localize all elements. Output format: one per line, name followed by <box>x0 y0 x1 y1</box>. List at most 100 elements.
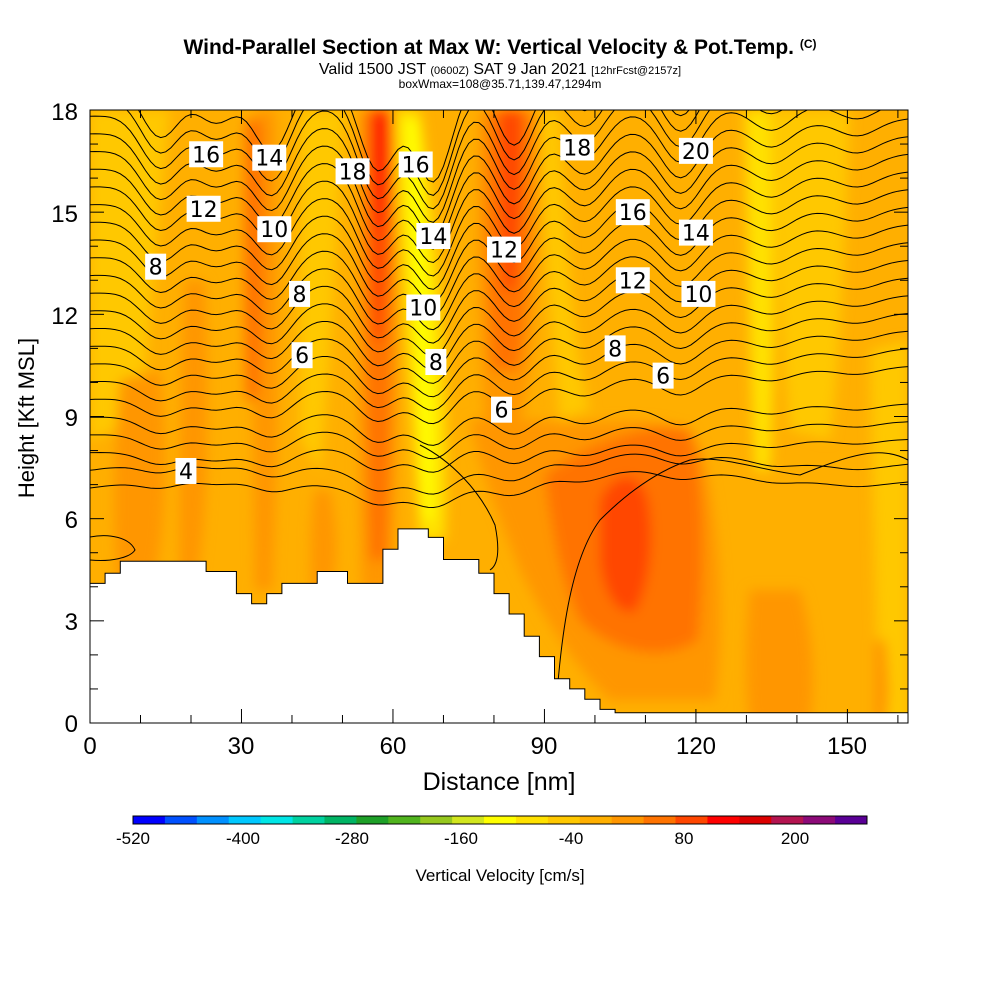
isentrope-line <box>90 439 908 473</box>
contour-label: 14 <box>678 219 713 247</box>
isentrope-line <box>90 348 908 411</box>
x-tick-label: 30 <box>228 733 255 760</box>
isentrope-line <box>90 471 908 509</box>
contour-label-text: 8 <box>293 283 307 308</box>
contour-label: 6 <box>652 362 674 390</box>
contour-label-text: 10 <box>684 283 712 308</box>
contour-label-text: 14 <box>419 225 447 250</box>
contour-label: 14 <box>416 223 451 250</box>
contour-label-text: 12 <box>190 198 218 223</box>
contour-label-text: 10 <box>409 297 437 322</box>
isentrope-line <box>90 224 908 317</box>
contour-label: 8 <box>289 280 311 308</box>
x-axis-label: Distance [nm] <box>423 768 576 796</box>
y-tick-label: 15 <box>51 201 78 228</box>
box-info: boxWmax=108@35.71,139.47,1294m <box>398 77 602 91</box>
contour-label-text: 16 <box>192 143 220 168</box>
x-tick-label: 120 <box>676 733 716 760</box>
isentrope-line <box>90 295 908 371</box>
colorbar-tick-labels: -520 -400 -280 -160 -40 80 200 <box>116 829 809 848</box>
contour-label-text: 4 <box>179 460 193 485</box>
colorbar-frame <box>132 815 868 825</box>
colorbar <box>132 815 868 825</box>
colorbar-swatch <box>164 816 198 824</box>
colorbar-swatch <box>675 816 708 824</box>
colorbar-swatch <box>739 816 772 824</box>
contour-labels: 16 14 18 16 18 20 12 10 14 12 16 14 8 8 10 12 10 6 8 8 6 6 4 <box>145 134 716 485</box>
contour-label-text: 6 <box>495 399 509 424</box>
contour-label: 12 <box>487 236 522 264</box>
contour-label: 16 <box>615 199 650 226</box>
contour-label: 16 <box>398 151 433 178</box>
valid-utc: (0600Z) <box>430 65 469 77</box>
colorbar-swatch <box>292 816 325 824</box>
isentrope-line <box>90 118 908 237</box>
colorbar-label: Vertical Velocity [cm/s] <box>415 866 584 885</box>
isentrope-line <box>126 110 700 196</box>
isentrope-line <box>90 171 908 277</box>
colorbar-swatch <box>547 816 581 824</box>
y-tick-label: 3 <box>65 609 78 636</box>
colorbar-swatch <box>452 816 485 824</box>
contour-label: 16 <box>189 141 224 168</box>
colorbar-tick-label: -40 <box>559 829 584 848</box>
colorbar-swatch <box>611 816 645 824</box>
terrain <box>89 528 909 724</box>
contour-label: 6 <box>291 342 313 369</box>
chart-subtitle: Valid 1500 JST (0600Z) SAT 9 Jan 2021 [1… <box>0 61 1000 79</box>
colorbar-swatch <box>643 816 677 824</box>
isentrope-line <box>137 110 690 183</box>
colorbar-swatch <box>803 816 836 824</box>
contour-label: 8 <box>604 335 626 362</box>
colorbar-tick-label: 200 <box>781 829 809 848</box>
contour-label-text: 6 <box>295 344 309 369</box>
isentrope-line <box>90 206 908 304</box>
isentrope-line <box>90 421 908 460</box>
isentrope-line <box>90 110 882 223</box>
x-tick-labels: 0 30 60 90 120 150 <box>83 733 867 760</box>
axes <box>89 109 908 724</box>
contour-label-text: 14 <box>682 222 710 247</box>
colorbar-tick-label: 80 <box>675 829 694 848</box>
isentrope-line <box>90 403 908 446</box>
contour-label: 10 <box>406 294 441 322</box>
contour-label: 12 <box>615 267 650 294</box>
colorbar-swatch <box>260 816 294 824</box>
chart-title-text: Wind-Parallel Section at Max W: Vertical… <box>183 36 794 59</box>
contour-label: 14 <box>252 144 287 172</box>
contour-label-text: 8 <box>608 337 622 362</box>
colorbar-tick-label: -160 <box>444 829 478 848</box>
colorbar-swatch <box>707 816 740 824</box>
colorbar-swatch <box>356 816 389 824</box>
isentrope-line <box>90 330 908 398</box>
velocity-field <box>90 110 908 723</box>
contour-label-text: 12 <box>490 239 518 264</box>
colorbar-swatch <box>324 816 357 824</box>
colorbar-swatch <box>420 816 453 824</box>
contour-label: 4 <box>175 457 197 485</box>
contour-label-text: 14 <box>255 147 283 172</box>
colorbar-tick-label: -400 <box>226 829 260 848</box>
colorbar-tick-label: -520 <box>116 829 150 848</box>
isentrope-line <box>90 153 908 264</box>
contour-label-text: 12 <box>619 269 647 294</box>
contour-label-text: 10 <box>260 218 288 243</box>
y-tick-label: 0 <box>65 711 78 738</box>
valid-date: SAT 9 Jan 2021 <box>473 61 587 78</box>
isentrope-line <box>90 277 908 358</box>
contour-label: 6 <box>491 396 513 424</box>
contour-label-text: 8 <box>149 256 163 281</box>
contour-label-text: 16 <box>619 201 647 226</box>
y-tick-label: 9 <box>65 405 78 432</box>
contour-label: 18 <box>560 134 595 161</box>
colorbar-swatch <box>228 816 262 824</box>
isentrope-line <box>90 313 908 384</box>
chart-title: Wind-Parallel Section at Max W: Vertical… <box>0 36 1000 60</box>
y-tick-label: 12 <box>51 303 78 330</box>
contour-label: 10 <box>681 280 716 308</box>
isentrope-line <box>90 110 783 210</box>
contour-closed-loops <box>90 444 908 723</box>
contour-label: 8 <box>425 349 447 376</box>
isentrope-line <box>90 453 908 495</box>
